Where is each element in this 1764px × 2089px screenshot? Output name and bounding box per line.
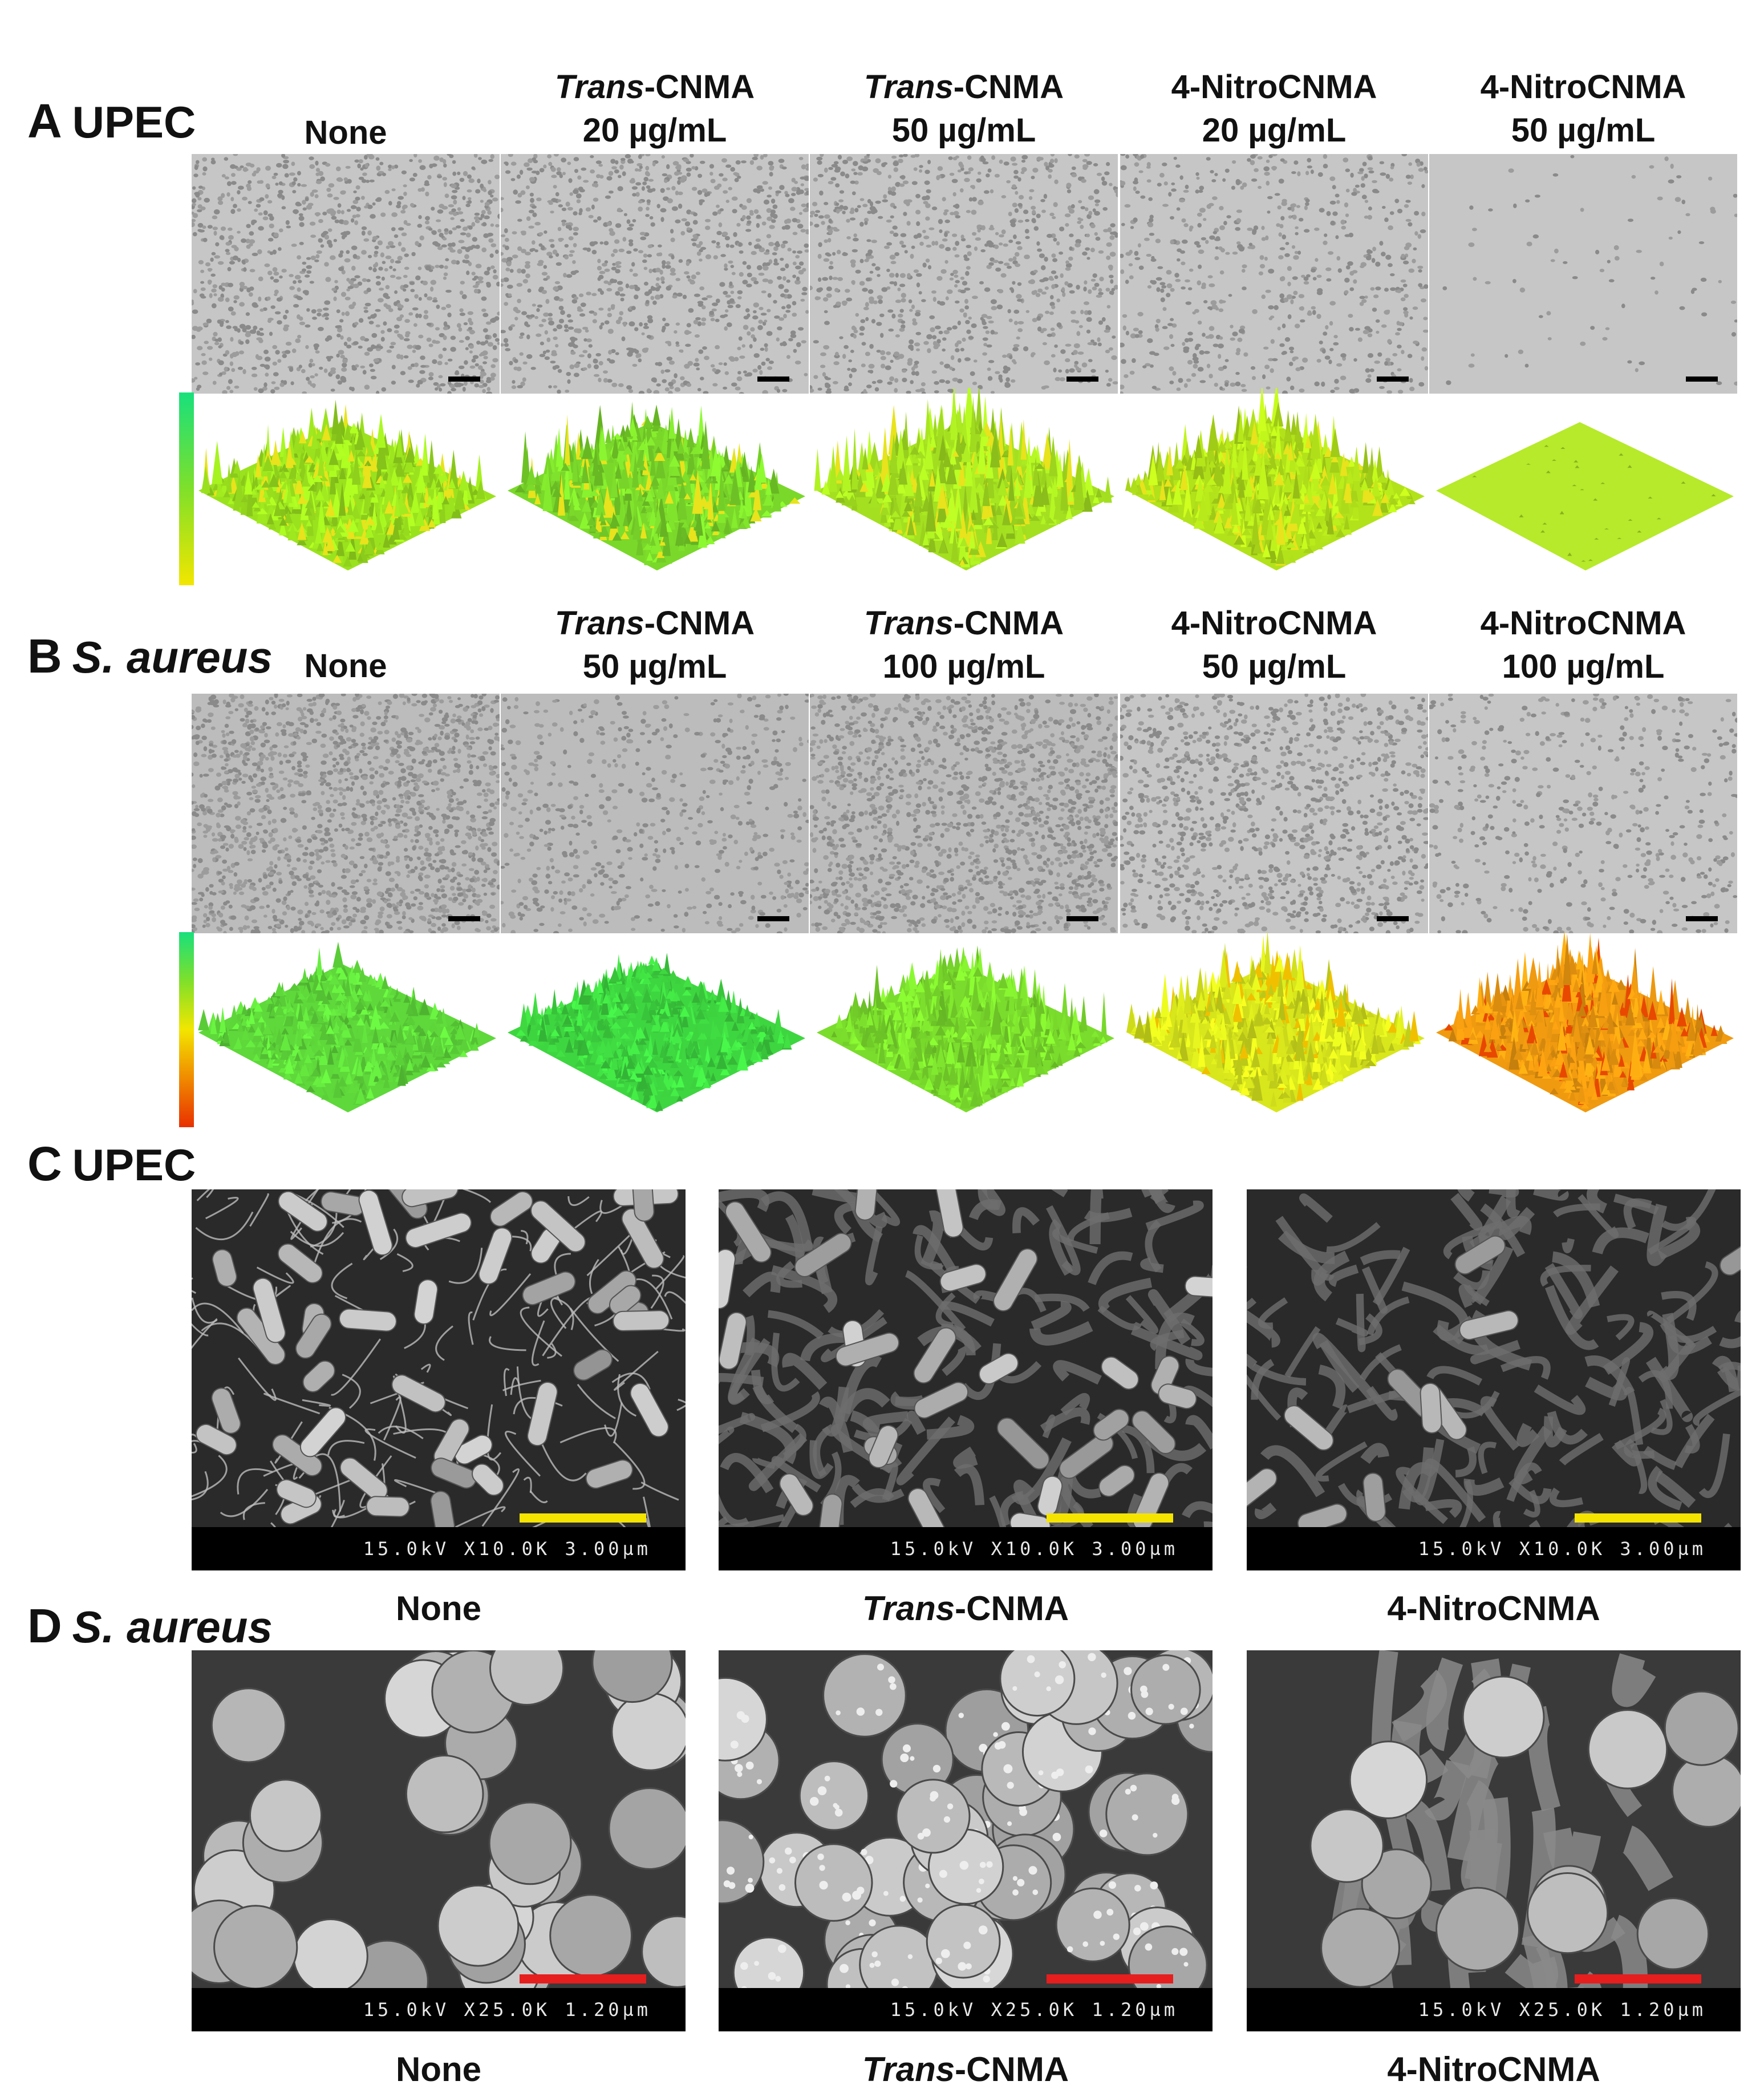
sem-scale-bar	[1047, 1513, 1173, 1523]
panel-c-caption: Trans-CNMA	[862, 1589, 1069, 1628]
panel-a-micrograph	[501, 154, 809, 394]
panel-b-micrograph	[192, 694, 500, 933]
panel-a-column-header: 4-NitroCNMA 20 µg/mL	[1171, 68, 1377, 149]
sem-scale-bar	[520, 1974, 646, 1983]
scale-bar	[1377, 916, 1409, 921]
panel-a-micrograph	[810, 154, 1118, 394]
sem-scale-bar	[1047, 1974, 1173, 1983]
scale-bar	[1377, 376, 1409, 382]
panel-b-label: B S. aureus	[27, 629, 273, 683]
panel-d-sem-image: 15.0kV X25.0K 1.20µm	[192, 1650, 686, 2031]
sem-info-bar: 15.0kV X25.0K 1.20µm	[719, 1988, 1213, 2031]
scale-bar	[757, 916, 789, 921]
panel-a-micrograph	[1120, 154, 1428, 394]
scale-bar	[1686, 916, 1718, 921]
sem-info-bar: 15.0kV X10.0K 3.00µm	[719, 1527, 1213, 1570]
panel-c-sem-image: 15.0kV X10.0K 3.00µm	[192, 1189, 686, 1570]
panel-d-label: D S. aureus	[27, 1599, 273, 1653]
panel-a-column-header: Trans-CNMA 20 µg/mL	[554, 68, 755, 149]
panel-a-column-header: None	[304, 114, 387, 151]
scale-bar	[1686, 376, 1718, 382]
panel-a-surface-plot	[503, 388, 811, 593]
scale-bar	[448, 916, 480, 921]
panel-a-label: A UPEC	[27, 94, 196, 148]
panel-a-colorbar	[179, 392, 194, 585]
panel-b-column-header: Trans-CNMA 50 µg/mL	[554, 605, 755, 685]
panel-c-sem-image: 15.0kV X10.0K 3.00µm	[719, 1189, 1213, 1570]
sem-info-bar: 15.0kV X25.0K 1.20µm	[1247, 1988, 1741, 2031]
panel-a-column-header: 4-NitroCNMA 50 µg/mL	[1480, 68, 1686, 149]
panel-b-micrograph	[810, 694, 1118, 933]
panel-b-column-header: None	[304, 647, 387, 685]
panel-d-caption: None	[396, 2050, 481, 2088]
panel-c-caption: None	[396, 1589, 481, 1628]
panel-d-caption: Trans-CNMA	[862, 2050, 1069, 2088]
panel-b-surface-plot	[503, 930, 811, 1135]
panel-b-column-header: Trans-CNMA 100 µg/mL	[863, 605, 1064, 685]
panel-b-micrograph	[1120, 694, 1428, 933]
panel-a-surface-plot	[812, 376, 1120, 593]
sem-info-bar: 15.0kV X25.0K 1.20µm	[192, 1988, 686, 2031]
panel-a-surface-plot	[1432, 388, 1739, 593]
panel-c-caption: 4-NitroCNMA	[1387, 1589, 1600, 1628]
panel-a-surface-plot	[194, 388, 502, 593]
panel-b-surface-plot	[812, 930, 1120, 1135]
panel-b-column-header: 4-NitroCNMA 100 µg/mL	[1480, 605, 1686, 685]
panel-b-column-header: 4-NitroCNMA 50 µg/mL	[1171, 605, 1377, 685]
panel-c-sem-image: 15.0kV X10.0K 3.00µm	[1247, 1189, 1741, 1570]
panel-b-micrograph	[501, 694, 809, 933]
scale-bar	[448, 376, 480, 382]
scale-bar	[757, 376, 789, 382]
panel-a-micrograph	[192, 154, 500, 394]
panel-d-caption: 4-NitroCNMA	[1387, 2050, 1600, 2088]
sem-scale-bar	[1575, 1513, 1701, 1523]
scale-bar	[1066, 916, 1098, 921]
panel-d-sem-image: 15.0kV X25.0K 1.20µm	[719, 1650, 1213, 2031]
panel-a-micrograph	[1429, 154, 1737, 394]
sem-info-bar: 15.0kV X10.0K 3.00µm	[1247, 1527, 1741, 1570]
panel-b-surface-plot	[1122, 930, 1430, 1135]
sem-info-bar: 15.0kV X10.0K 3.00µm	[192, 1527, 686, 1570]
panel-a-column-header: Trans-CNMA 50 µg/mL	[863, 68, 1064, 149]
panel-b-surface-plot	[1432, 930, 1739, 1135]
panel-d-sem-image: 15.0kV X25.0K 1.20µm	[1247, 1650, 1741, 2031]
panel-a-surface-plot	[1122, 382, 1430, 593]
panel-b-surface-plot	[194, 930, 502, 1135]
sem-scale-bar	[1575, 1974, 1701, 1983]
sem-scale-bar	[520, 1513, 646, 1523]
panel-c-label: C UPEC	[27, 1137, 196, 1191]
scale-bar	[1066, 376, 1098, 382]
panel-b-micrograph	[1429, 694, 1737, 933]
panel-b-colorbar	[179, 932, 194, 1127]
